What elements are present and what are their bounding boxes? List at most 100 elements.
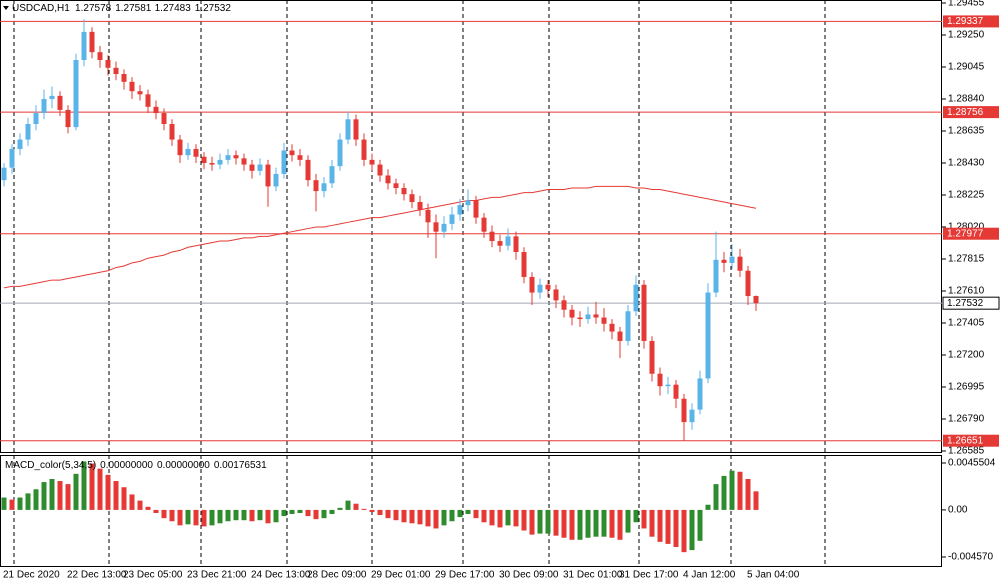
y-tick-label: 1.29045 xyxy=(948,62,985,73)
candle-body xyxy=(137,91,143,95)
macd-bar xyxy=(81,461,87,510)
y-tick-label: 1.28225 xyxy=(948,190,985,201)
macd-bar xyxy=(65,484,71,510)
candle-body xyxy=(489,231,495,242)
candle-body xyxy=(201,156,207,163)
candle-body xyxy=(561,300,567,310)
x-tick-label: 22 Dec 13:00 xyxy=(67,570,127,581)
macd-bar xyxy=(521,509,527,531)
candle-body xyxy=(41,99,47,114)
x-tick-label: 4 Jan 12:00 xyxy=(683,570,736,581)
candle-body xyxy=(737,256,743,271)
high: 1.27581 xyxy=(115,3,152,14)
candle-body xyxy=(721,259,727,263)
macd-bar xyxy=(369,509,375,512)
candle-body xyxy=(633,284,639,312)
x-tick-label: 24 Dec 13:00 xyxy=(251,570,311,581)
candle-body xyxy=(209,163,215,165)
menu-arrow[interactable] xyxy=(3,6,9,10)
candle-body xyxy=(497,241,503,246)
candle-body xyxy=(329,166,335,184)
macd-header: MACD_color(5,34,5) 0.00000000 0.00000000 0.… xyxy=(5,460,267,471)
candle-body xyxy=(449,214,455,224)
macd-bar xyxy=(713,484,719,510)
macd-bar xyxy=(481,509,487,523)
candle-body xyxy=(481,217,487,232)
macd-bar xyxy=(321,509,327,519)
candle-body xyxy=(377,164,383,176)
candle-body xyxy=(353,119,359,140)
macd-bar xyxy=(705,504,711,510)
candle-body xyxy=(577,317,583,320)
candle-body xyxy=(393,183,399,188)
candle-body xyxy=(593,314,599,318)
macd-bar xyxy=(105,474,111,510)
candle-body xyxy=(553,289,559,301)
macd-bar xyxy=(193,509,199,526)
x-tick-label: 23 Dec 05:00 xyxy=(123,570,183,581)
y-tick-label: 0.00 xyxy=(948,505,968,516)
macd-bar xyxy=(473,509,479,519)
macd-bar xyxy=(361,508,367,510)
candle-body xyxy=(241,158,247,165)
macd-frame xyxy=(0,455,942,567)
low: 1.27483 xyxy=(155,3,192,14)
candle-body xyxy=(257,164,263,171)
candle-body xyxy=(369,159,375,165)
candle-body xyxy=(545,284,551,290)
candle-body xyxy=(313,180,319,192)
macd-bar xyxy=(745,478,751,510)
macd-bar xyxy=(753,491,759,510)
macd-bar xyxy=(289,509,295,515)
macd-bar xyxy=(441,509,447,526)
macd-readout: 0.00000000 xyxy=(157,460,210,471)
macd-bar xyxy=(665,509,671,544)
macd-bar xyxy=(169,509,175,522)
macd-bar xyxy=(737,471,743,510)
macd-bar xyxy=(217,509,223,524)
macd-bar xyxy=(225,509,231,522)
macd-bar xyxy=(129,494,135,510)
y-tick-label: 1.27610 xyxy=(948,286,985,297)
macd-bar xyxy=(257,509,263,521)
macd-bar xyxy=(73,473,79,510)
x-tick-label: 5 Jan 04:00 xyxy=(747,570,800,581)
candle-body xyxy=(665,384,671,387)
macd-bar xyxy=(649,509,655,537)
candle-body xyxy=(49,95,55,99)
level-tag xyxy=(943,106,999,119)
candle-body xyxy=(337,139,343,167)
macd-bar xyxy=(729,470,735,510)
y-tick-label: 1.27200 xyxy=(948,350,985,361)
candle-body xyxy=(641,284,647,341)
candle-body xyxy=(345,119,351,140)
macd-bar xyxy=(561,509,567,538)
macd-bar xyxy=(177,509,183,526)
candle-body xyxy=(417,202,423,210)
candle-body xyxy=(9,148,15,168)
y-tick-label: 1.28430 xyxy=(948,158,985,169)
candle-body xyxy=(569,309,575,318)
macd-bar xyxy=(353,503,359,510)
candle-body xyxy=(225,155,231,160)
level-label: 1.28756 xyxy=(947,107,984,118)
macd-bar xyxy=(465,509,471,515)
macd-title: MACD_color(5,34,5) xyxy=(5,460,96,471)
symbol: USDCAD,H1 xyxy=(12,3,70,14)
chart-header: USDCAD,H1 1.27578 1.27581 1.27483 1.27532 xyxy=(12,3,231,14)
macd-bar xyxy=(393,509,399,521)
level-label: 1.26651 xyxy=(947,435,984,446)
macd-bar xyxy=(89,463,95,510)
candle-body xyxy=(441,223,447,232)
candle-body xyxy=(401,187,407,195)
candle-body xyxy=(193,148,199,157)
macd-bar xyxy=(425,509,431,527)
candle-body xyxy=(265,164,271,187)
macd-bar xyxy=(297,509,303,513)
candle-body xyxy=(217,159,223,165)
macd-bar xyxy=(121,487,127,510)
macd-bar xyxy=(49,478,55,510)
candle-body xyxy=(73,59,79,128)
macd-bar xyxy=(609,509,615,538)
candle-body xyxy=(713,259,719,293)
